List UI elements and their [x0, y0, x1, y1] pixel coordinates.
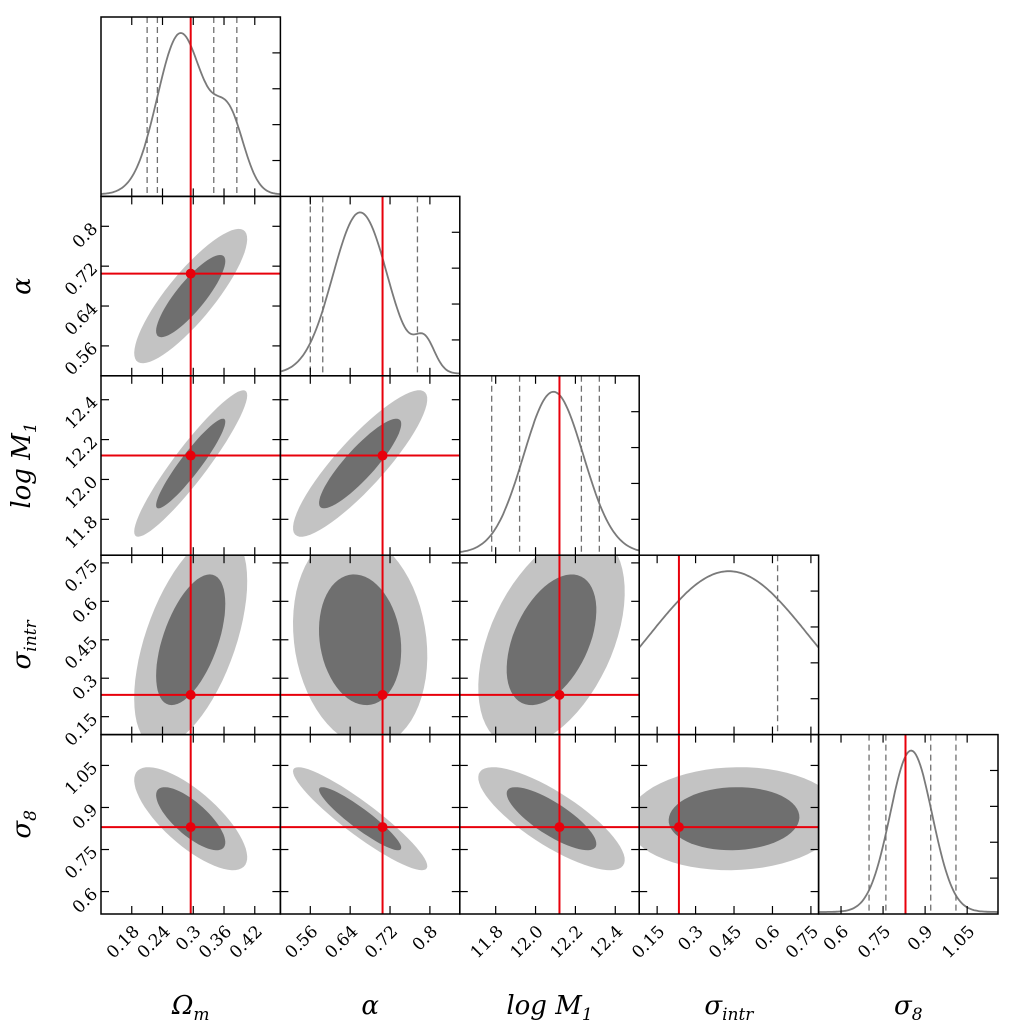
xtick-label-sigma_intr-0: 0.15 — [628, 922, 669, 963]
xtick-label-logm1-3: 12.4 — [586, 922, 627, 963]
yaxis-label-alpha: α — [7, 277, 37, 295]
panel-frame-3-3 — [638, 554, 820, 736]
xaxis-label-om: Ωm — [171, 991, 210, 1025]
xtick-label-alpha-0: 0.56 — [281, 922, 322, 963]
truth-point-sigma_intr-alpha — [377, 689, 388, 700]
ytick-label-alpha-2: 0.72 — [61, 259, 102, 300]
xtick-label-om-1: 0.24 — [134, 922, 175, 963]
panel-frame-4-4 — [817, 733, 999, 915]
panels-layer — [100, 16, 999, 915]
xtick-label-logm1-1: 12.0 — [507, 922, 548, 963]
contour-68-sigma_intr-alpha — [319, 574, 402, 706]
truth-point-sigma8-alpha — [377, 822, 388, 833]
ytick-label-alpha-1: 0.64 — [61, 299, 102, 340]
xtick-label-om-0: 0.18 — [103, 922, 144, 963]
ytick-label-sigma_intr-2: 0.45 — [61, 633, 102, 674]
yaxis-label-sub-sigma_intr: intr — [21, 619, 41, 651]
marginal-curve-sigma_intr — [639, 570, 819, 649]
contour-68-sigma8-sigma_intr — [668, 787, 800, 851]
xtick-label-logm1-0: 11.8 — [467, 922, 508, 963]
truth-point-sigma_intr-om — [185, 689, 196, 700]
ytick-label-sigma8-2: 0.9 — [69, 800, 102, 833]
contour-68-logm1-alpha — [319, 418, 402, 509]
xaxis-label-sigma_intr: σintr — [704, 991, 754, 1025]
xaxis-label-sigma8: σ8 — [894, 991, 923, 1025]
truth-point-alpha-om — [185, 268, 196, 279]
truth-point-sigma8-sigma_intr — [673, 822, 684, 833]
yaxis-label-sigma_intr: σintr — [7, 619, 41, 669]
xtick-label-om-3: 0.36 — [195, 922, 236, 963]
xaxis-label-sub-om: m — [193, 1005, 209, 1025]
marginal-curve-sigma8 — [818, 749, 998, 913]
xtick-label-logm1-2: 12.2 — [547, 922, 588, 963]
xaxis-label-alpha: α — [361, 991, 379, 1021]
xaxis-label-logm1: log M1 — [506, 991, 592, 1025]
xtick-label-om-4: 0.42 — [226, 922, 267, 963]
yaxis-label-sub-sigma8: 8 — [21, 810, 41, 821]
ytick-label-alpha-3: 0.8 — [69, 219, 102, 252]
xtick-label-alpha-2: 0.72 — [361, 922, 402, 963]
truth-point-sigma_intr-logm1 — [554, 689, 565, 700]
xtick-label-sigma8-0: 0.6 — [820, 922, 853, 955]
xaxis-label-sub-sigma_intr: intr — [722, 1005, 754, 1025]
xtick-label-sigma_intr-4: 0.75 — [782, 922, 823, 963]
yaxis-label-sigma8: σ8 — [7, 810, 41, 839]
ytick-label-alpha-0: 0.56 — [61, 339, 102, 380]
ytick-label-sigma_intr-0: 0.15 — [61, 710, 102, 751]
truth-point-logm1-om — [185, 450, 196, 461]
ytick-label-sigma_intr-1: 0.3 — [69, 671, 102, 704]
ytick-label-logm1-3: 12.4 — [61, 393, 102, 434]
yaxis-label-sub-logm1: 1 — [21, 422, 41, 433]
xtick-label-sigma_intr-3: 0.6 — [751, 922, 784, 955]
xtick-label-sigma_intr-1: 0.3 — [674, 922, 707, 955]
ytick-label-logm1-2: 12.2 — [61, 433, 102, 474]
xaxis-label-sub-sigma8: 8 — [912, 1005, 923, 1025]
xtick-label-sigma8-2: 0.9 — [904, 922, 937, 955]
xtick-label-sigma8-3: 1.05 — [938, 922, 979, 963]
marginal-curve-logm1 — [459, 390, 640, 553]
ytick-label-sigma8-1: 0.75 — [61, 842, 102, 883]
xtick-label-alpha-1: 0.64 — [321, 922, 362, 963]
contour-68-sigma_intr-logm1 — [506, 574, 597, 706]
ytick-label-sigma_intr-4: 0.75 — [61, 556, 102, 597]
contour-68-sigma8-logm1 — [506, 787, 597, 851]
ytick-label-sigma8-3: 1.05 — [61, 758, 102, 799]
marginal-curve-alpha — [280, 211, 460, 375]
ytick-label-sigma_intr-3: 0.6 — [69, 594, 102, 627]
ytick-label-logm1-1: 12.0 — [61, 472, 102, 513]
xtick-label-alpha-3: 0.8 — [409, 922, 442, 955]
yaxis-label-logm1: log M1 — [7, 422, 41, 508]
truth-point-logm1-alpha — [377, 450, 388, 461]
ytick-label-sigma8-0: 0.6 — [69, 885, 102, 918]
xtick-label-sigma_intr-2: 0.45 — [705, 922, 746, 963]
xaxis-label-sub-logm1: 1 — [582, 1005, 593, 1025]
truth-point-sigma8-om — [185, 822, 196, 833]
contour-68-sigma8-alpha — [319, 787, 402, 851]
truth-point-sigma8-logm1 — [554, 822, 565, 833]
xtick-label-sigma8-1: 0.75 — [854, 922, 895, 963]
ytick-label-logm1-0: 11.8 — [61, 512, 102, 553]
